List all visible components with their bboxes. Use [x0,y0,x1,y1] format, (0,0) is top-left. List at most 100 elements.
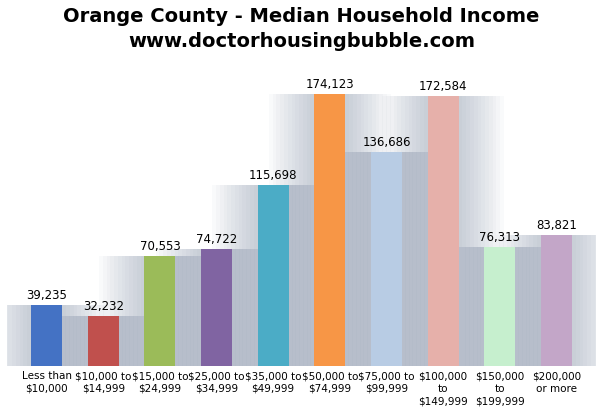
Bar [46,316,160,366]
Bar [371,152,402,366]
Bar [197,249,236,366]
Bar [382,96,504,366]
Bar [0,305,107,366]
Bar [159,249,274,366]
Bar [269,94,391,366]
Bar [194,249,239,366]
Bar [0,305,96,366]
Bar [533,235,579,366]
Bar [0,305,104,366]
Text: 76,313: 76,313 [479,231,520,244]
Bar [167,249,266,366]
Bar [201,249,232,366]
Bar [503,235,603,366]
Bar [450,247,549,366]
Bar [443,247,557,366]
Text: 70,553: 70,553 [139,240,180,253]
Bar [5,305,89,366]
Bar [273,94,387,366]
Bar [299,94,361,366]
Bar [311,94,349,366]
Text: 115,698: 115,698 [249,169,297,182]
Bar [484,247,516,366]
Bar [359,152,414,366]
Bar [99,256,221,366]
Bar [469,247,531,366]
Bar [409,96,478,366]
Bar [144,256,175,366]
Bar [250,185,296,366]
Bar [50,316,157,366]
Bar [246,185,300,366]
Text: 136,686: 136,686 [362,136,411,150]
Bar [42,316,164,366]
Bar [386,96,500,366]
Bar [227,185,319,366]
Bar [65,316,142,366]
Bar [352,152,421,366]
Bar [257,185,289,366]
Bar [235,185,311,366]
Bar [212,185,334,366]
Bar [182,249,251,366]
Bar [254,185,292,366]
Bar [507,235,603,366]
Bar [224,185,323,366]
Bar [439,247,561,366]
Bar [481,247,519,366]
Bar [295,94,364,366]
Bar [87,316,119,366]
Bar [220,185,326,366]
Bar [397,96,489,366]
Bar [69,316,137,366]
Text: 74,722: 74,722 [196,233,237,247]
Bar [420,96,466,366]
Bar [518,235,595,366]
Bar [526,235,587,366]
Bar [156,249,277,366]
Bar [344,152,429,366]
Bar [367,152,406,366]
Bar [499,235,603,366]
Bar [541,235,572,366]
Bar [174,249,259,366]
Text: 83,821: 83,821 [536,219,577,232]
Bar [529,235,583,366]
Bar [390,96,496,366]
Bar [333,152,440,366]
Bar [80,316,127,366]
Bar [54,316,153,366]
Bar [163,249,270,366]
Bar [77,316,130,366]
Bar [103,256,217,366]
Bar [24,305,70,366]
Bar [412,96,474,366]
Bar [277,94,383,366]
Bar [31,305,62,366]
Bar [114,256,206,366]
Bar [110,256,209,366]
Bar [341,152,432,366]
Bar [303,94,357,366]
Title: Orange County - Median Household Income
www.doctorhousingbubble.com: Orange County - Median Household Income … [63,7,540,51]
Bar [401,96,485,366]
Bar [189,249,244,366]
Bar [20,305,74,366]
Bar [27,305,66,366]
Bar [292,94,368,366]
Bar [288,94,372,366]
Bar [8,305,85,366]
Bar [496,235,603,366]
Bar [280,94,379,366]
Bar [118,256,202,366]
Bar [405,96,481,366]
Bar [326,152,447,366]
Bar [461,247,538,366]
Bar [57,316,149,366]
Bar [348,152,425,366]
Bar [140,256,179,366]
Bar [216,185,330,366]
Bar [137,256,183,366]
Bar [458,247,541,366]
Bar [107,256,213,366]
